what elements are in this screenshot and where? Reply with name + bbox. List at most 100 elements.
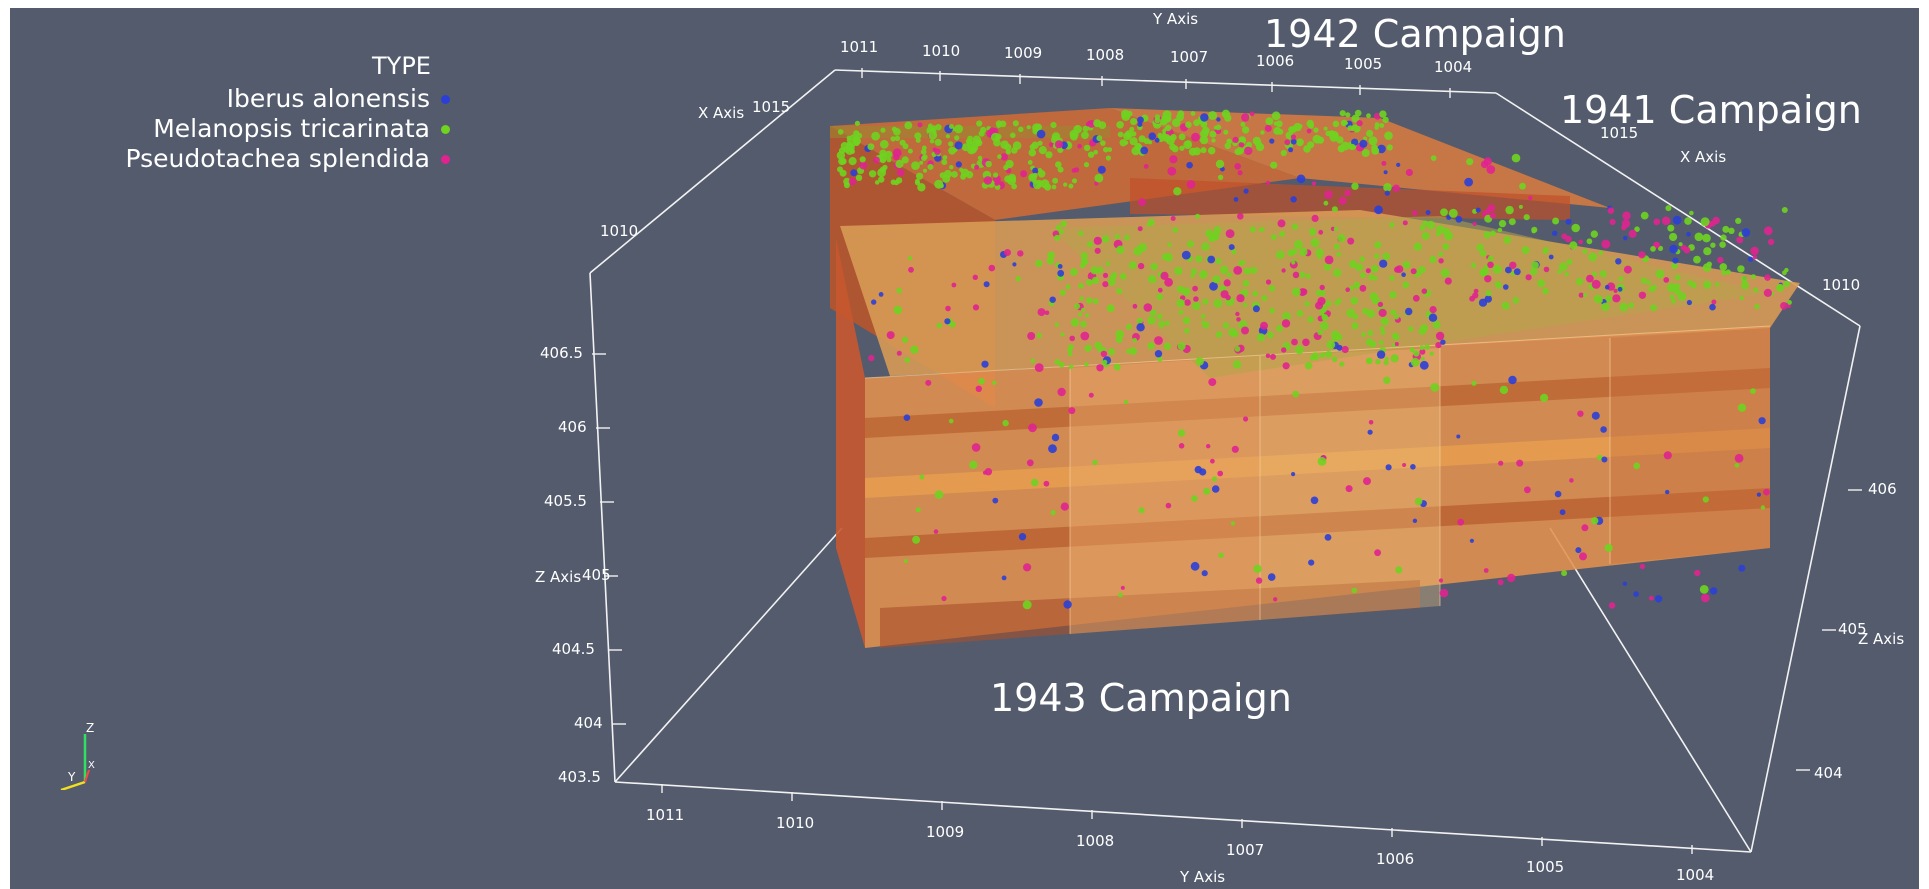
specimen-point (1598, 250, 1604, 256)
specimen-point (1290, 134, 1296, 140)
specimen-point (1700, 217, 1710, 227)
specimen-point (1092, 298, 1099, 305)
specimen-point (1223, 279, 1231, 287)
specimen-point (1457, 518, 1465, 526)
specimen-point (1377, 301, 1384, 308)
excavation-scene[interactable] (10, 8, 1919, 889)
specimen-point (1548, 254, 1554, 260)
specimen-point (1055, 161, 1062, 168)
specimen-point (1505, 205, 1514, 215)
specimen-point (1030, 174, 1035, 179)
specimen-point (944, 318, 951, 325)
specimen-point (1355, 263, 1364, 272)
specimen-point (972, 274, 978, 280)
specimen-point (1202, 298, 1209, 305)
top-y-tick: 1009 (1004, 44, 1043, 62)
specimen-point (1312, 134, 1322, 144)
specimen-point (890, 136, 896, 142)
specimen-point (1669, 232, 1678, 242)
specimen-point (1394, 342, 1399, 346)
specimen-point (1212, 275, 1221, 284)
specimen-point (1004, 175, 1012, 183)
specimen-point (1754, 303, 1760, 310)
specimen-point (1011, 183, 1017, 190)
specimen-point (1421, 288, 1428, 295)
specimen-point (1763, 226, 1773, 236)
campaign-1941-label: 1941 Campaign (1560, 88, 1862, 132)
specimen-point (1649, 595, 1654, 601)
specimen-point (1100, 350, 1108, 357)
specimen-point (1280, 149, 1287, 157)
specimen-point (1123, 399, 1129, 405)
specimen-point (1552, 230, 1558, 236)
specimen-point (1270, 161, 1278, 169)
specimen-point (1513, 268, 1521, 276)
specimen-point (1699, 585, 1709, 594)
specimen-point (1023, 563, 1032, 572)
specimen-point (1412, 294, 1420, 302)
specimen-point (1640, 277, 1647, 284)
specimen-point (1277, 219, 1286, 228)
specimen-point (1701, 593, 1710, 603)
specimen-point (1147, 218, 1155, 226)
specimen-point (1383, 360, 1389, 366)
specimen-point (1379, 123, 1385, 128)
specimen-point (1379, 259, 1388, 268)
specimen-point (1499, 385, 1509, 395)
top-y-tick: 1007 (1170, 48, 1209, 66)
specimen-point (1236, 294, 1245, 303)
specimen-point (1633, 591, 1639, 597)
specimen-point (1689, 210, 1694, 216)
specimen-point (1205, 229, 1214, 238)
specimen-point (949, 165, 954, 170)
specimen-point (1578, 292, 1584, 298)
specimen-point (1455, 216, 1463, 223)
specimen-point (1100, 140, 1106, 146)
specimen-point (1249, 111, 1255, 117)
specimen-point (1383, 183, 1392, 192)
specimen-point (1132, 303, 1138, 309)
specimen-point (1029, 144, 1036, 150)
specimen-point (1686, 231, 1691, 237)
specimen-point (1098, 121, 1107, 129)
specimen-point (942, 155, 948, 160)
specimen-point (1088, 392, 1094, 398)
orientation-x-axis (84, 769, 90, 783)
render-viewport[interactable]: TYPE Iberus alonensis Melanopsis tricari… (10, 8, 1919, 889)
specimen-point (868, 170, 877, 178)
specimen-point (1116, 245, 1125, 254)
specimen-point (1586, 274, 1594, 283)
specimen-point (1083, 162, 1090, 168)
specimen-point (1086, 297, 1093, 304)
orientation-axes-widget[interactable] (55, 720, 135, 790)
specimen-point (1216, 117, 1221, 122)
specimen-point (880, 127, 886, 133)
specimen-point (1361, 149, 1370, 157)
specimen-point (1519, 182, 1526, 190)
specimen-point (1509, 261, 1517, 269)
specimen-point (840, 142, 849, 150)
specimen-point (1436, 225, 1445, 234)
specimen-point (1186, 161, 1193, 169)
specimen-point (1240, 121, 1246, 127)
specimen-point (1119, 139, 1127, 147)
specimen-point (1275, 120, 1283, 128)
specimen-point (1377, 144, 1386, 154)
specimen-point (1350, 296, 1359, 305)
specimen-point (1265, 180, 1271, 185)
specimen-point (1215, 159, 1225, 169)
specimen-point (1036, 332, 1042, 339)
specimen-point (1318, 229, 1324, 235)
specimen-point (1734, 463, 1740, 468)
specimen-point (1424, 344, 1430, 350)
specimen-point (1094, 247, 1101, 254)
specimen-point (1244, 146, 1253, 155)
specimen-point (1070, 132, 1078, 141)
specimen-point (1386, 144, 1393, 151)
specimen-point (1605, 295, 1613, 303)
specimen-point (1478, 298, 1488, 307)
specimen-point (1306, 128, 1312, 134)
specimen-point (1525, 274, 1532, 281)
specimen-point (1405, 307, 1413, 316)
specimen-point (934, 138, 942, 146)
